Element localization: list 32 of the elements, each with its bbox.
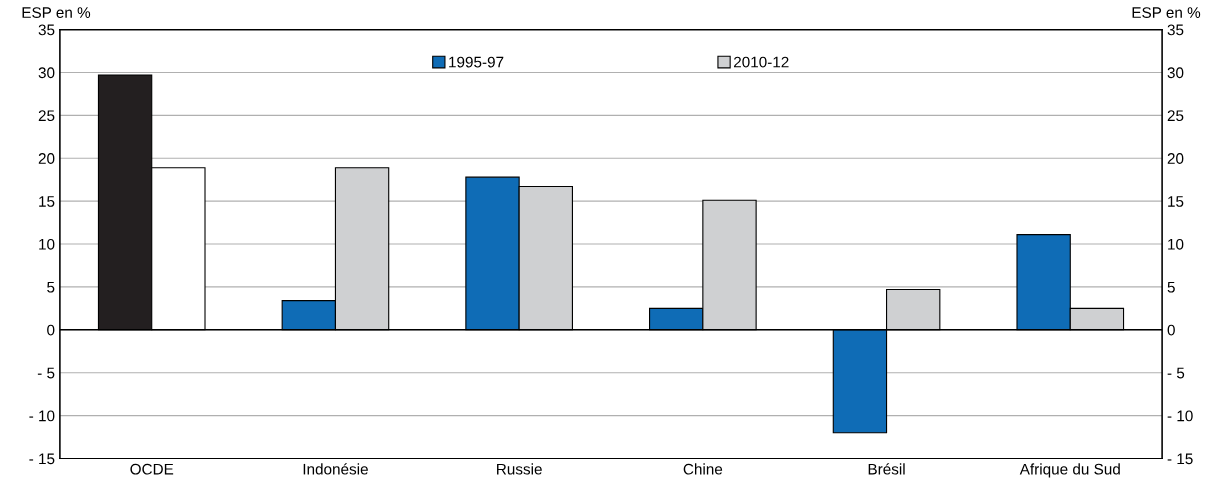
y2-tick-label: 15	[1168, 196, 1184, 207]
y-tick-label: 0	[47, 324, 55, 336]
x-tick-label: Afrique du Sud	[1019, 463, 1120, 478]
y2-tick-label: - 15	[1167, 453, 1193, 465]
y-tick-label: 35	[38, 24, 55, 36]
y2-tick-label: 25	[1167, 110, 1184, 122]
y2-tick-label: 0	[1167, 324, 1175, 336]
x-tick-label: Chine	[683, 463, 723, 475]
y-tick-label: - 15	[29, 453, 55, 465]
y2-tick-label: 30	[1167, 67, 1184, 79]
y-axis-title: ESP en %	[22, 7, 91, 18]
y-tick-label: - 10	[29, 410, 55, 422]
y2-tick-label: 5	[1167, 281, 1175, 293]
x-tick-label: Brésil	[868, 463, 905, 475]
y-tick-label: - 5	[37, 367, 55, 379]
legend-label: 1995-97	[449, 56, 504, 68]
y2-axis-title: ESP en %	[1132, 7, 1201, 18]
y2-tick-label: - 10	[1167, 410, 1193, 422]
y-tick-label: 15	[39, 196, 55, 207]
y2-tick-label: 10	[1168, 238, 1184, 250]
x-tick-label: Russie	[497, 463, 542, 475]
legend-label: 2010-12	[733, 56, 789, 68]
y2-tick-label: - 5	[1167, 367, 1185, 379]
y2-tick-label: 20	[1167, 153, 1184, 164]
y-tick-label: 5	[47, 281, 55, 293]
y-tick-label: 10	[39, 238, 55, 250]
y-tick-label: 30	[38, 67, 55, 79]
x-tick-label: OCDE	[130, 463, 174, 475]
x-tick-label: Indonésie	[303, 463, 368, 475]
y2-tick-label: 35	[1167, 24, 1184, 36]
y-tick-label: 25	[38, 110, 55, 122]
y-tick-label: 20	[38, 153, 55, 164]
